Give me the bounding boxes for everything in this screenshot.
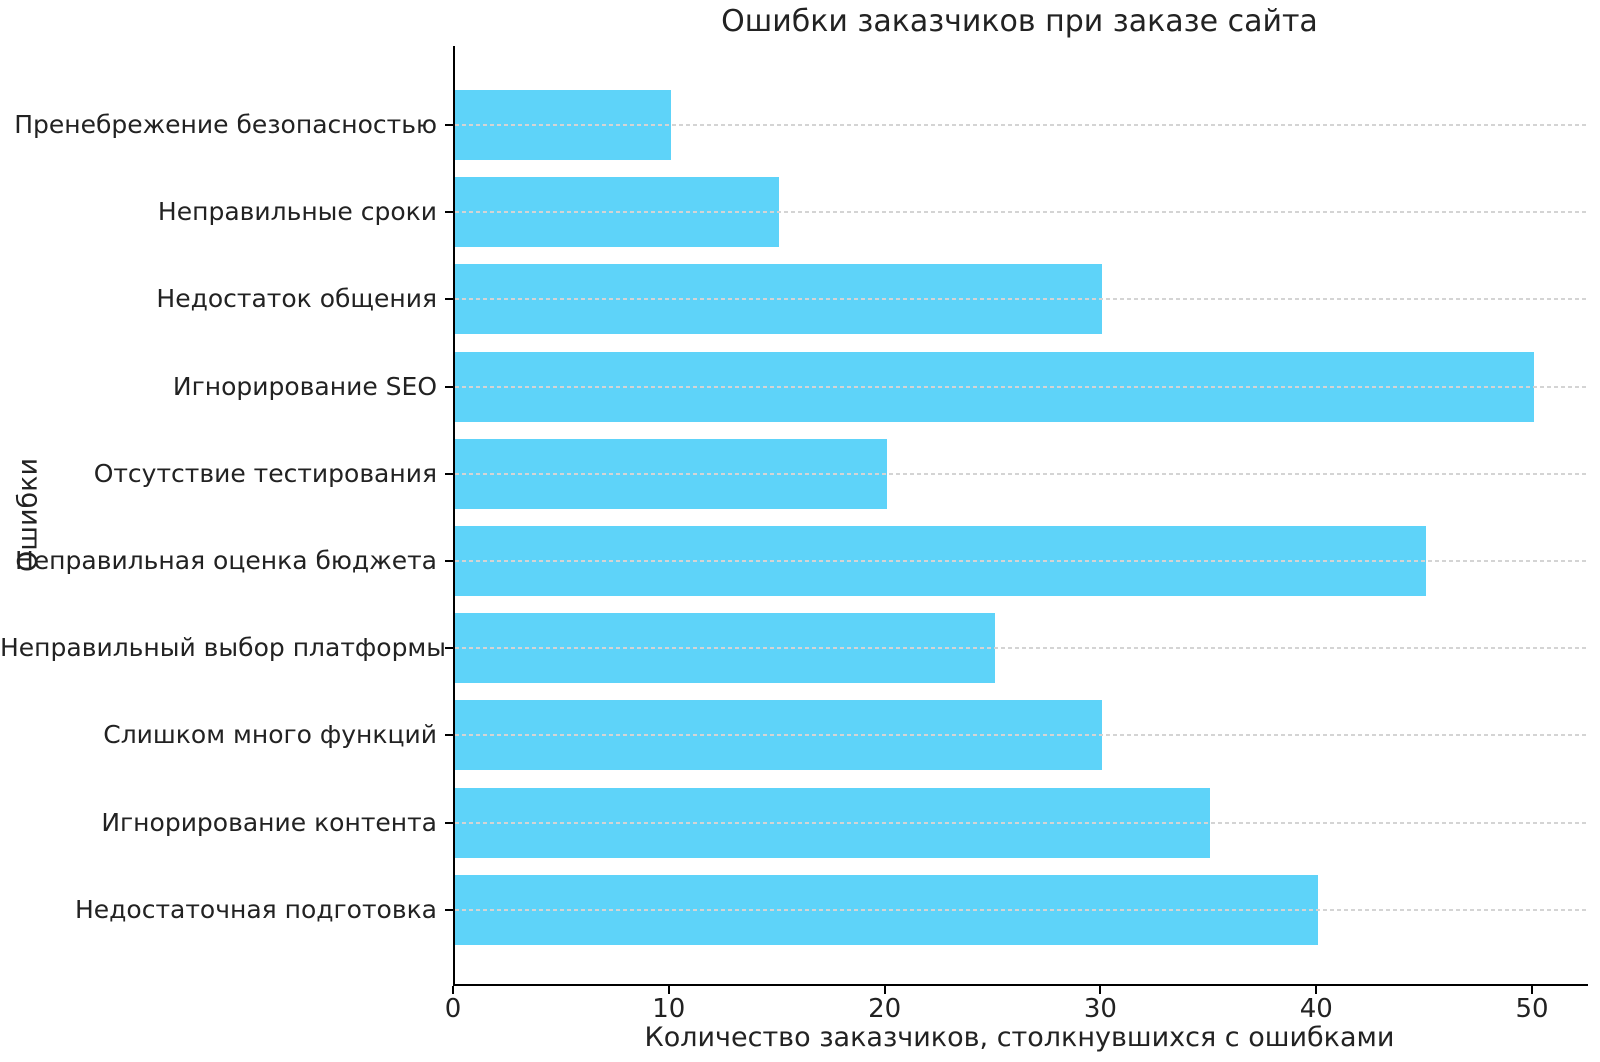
x-tick-label: 10: [652, 994, 686, 1024]
gridline: [455, 385, 1588, 388]
gridline: [455, 647, 1588, 650]
y-tick-mark: [445, 124, 453, 126]
y-tick-mark: [445, 908, 453, 911]
y-tick-mark: [445, 385, 453, 388]
gridline: [455, 734, 1588, 737]
gridline: [455, 298, 1588, 301]
gridline: [455, 821, 1588, 824]
chart-title: Ошибки заказчиков при заказе сайта: [721, 4, 1318, 39]
gridline: [455, 560, 1588, 562]
y-tick-label: Игнорирование контента: [101, 807, 437, 837]
y-tick-mark: [445, 560, 453, 562]
y-tick-label: Неправильный выбор платформы: [0, 633, 447, 663]
y-tick-label: Недостаток общения: [156, 284, 437, 314]
x-tick-label: 30: [1083, 994, 1117, 1024]
gridline: [455, 908, 1588, 911]
x-tick-label: 20: [868, 994, 902, 1024]
plot-area: [453, 46, 1588, 986]
y-tick-label: Неправильные сроки: [157, 197, 437, 227]
x-tick-label: 40: [1299, 994, 1333, 1024]
x-axis-label: Количество заказчиков, столкнувшихся с о…: [644, 1022, 1395, 1053]
y-tick-label: Неправильная оценка бюджета: [15, 546, 437, 575]
y-tick-mark: [445, 211, 453, 214]
gridline: [455, 211, 1588, 214]
x-tick-mark: [883, 986, 886, 994]
y-tick-mark: [445, 647, 453, 650]
y-tick-label: Недостаточная подготовка: [74, 894, 437, 924]
gridline: [455, 472, 1588, 475]
y-tick-mark: [445, 472, 453, 475]
y-tick-label: Отсутствие тестирования: [93, 458, 437, 488]
x-tick-mark: [1315, 986, 1318, 994]
x-tick-mark: [667, 986, 670, 994]
x-tick-mark: [1099, 986, 1102, 994]
y-tick-label: Слишком много функций: [103, 720, 437, 750]
y-tick-label: Пренебрежение безопасностью: [14, 110, 437, 139]
y-tick-mark: [445, 821, 453, 824]
y-tick-mark: [445, 734, 453, 737]
x-tick-label: 50: [1515, 994, 1549, 1024]
x-tick-mark: [1531, 986, 1534, 994]
y-tick-label: Игнорирование SEO: [172, 371, 437, 401]
gridline: [455, 124, 1588, 126]
y-tick-mark: [445, 298, 453, 301]
x-tick-label: 0: [444, 994, 462, 1024]
x-tick-mark: [452, 986, 454, 994]
